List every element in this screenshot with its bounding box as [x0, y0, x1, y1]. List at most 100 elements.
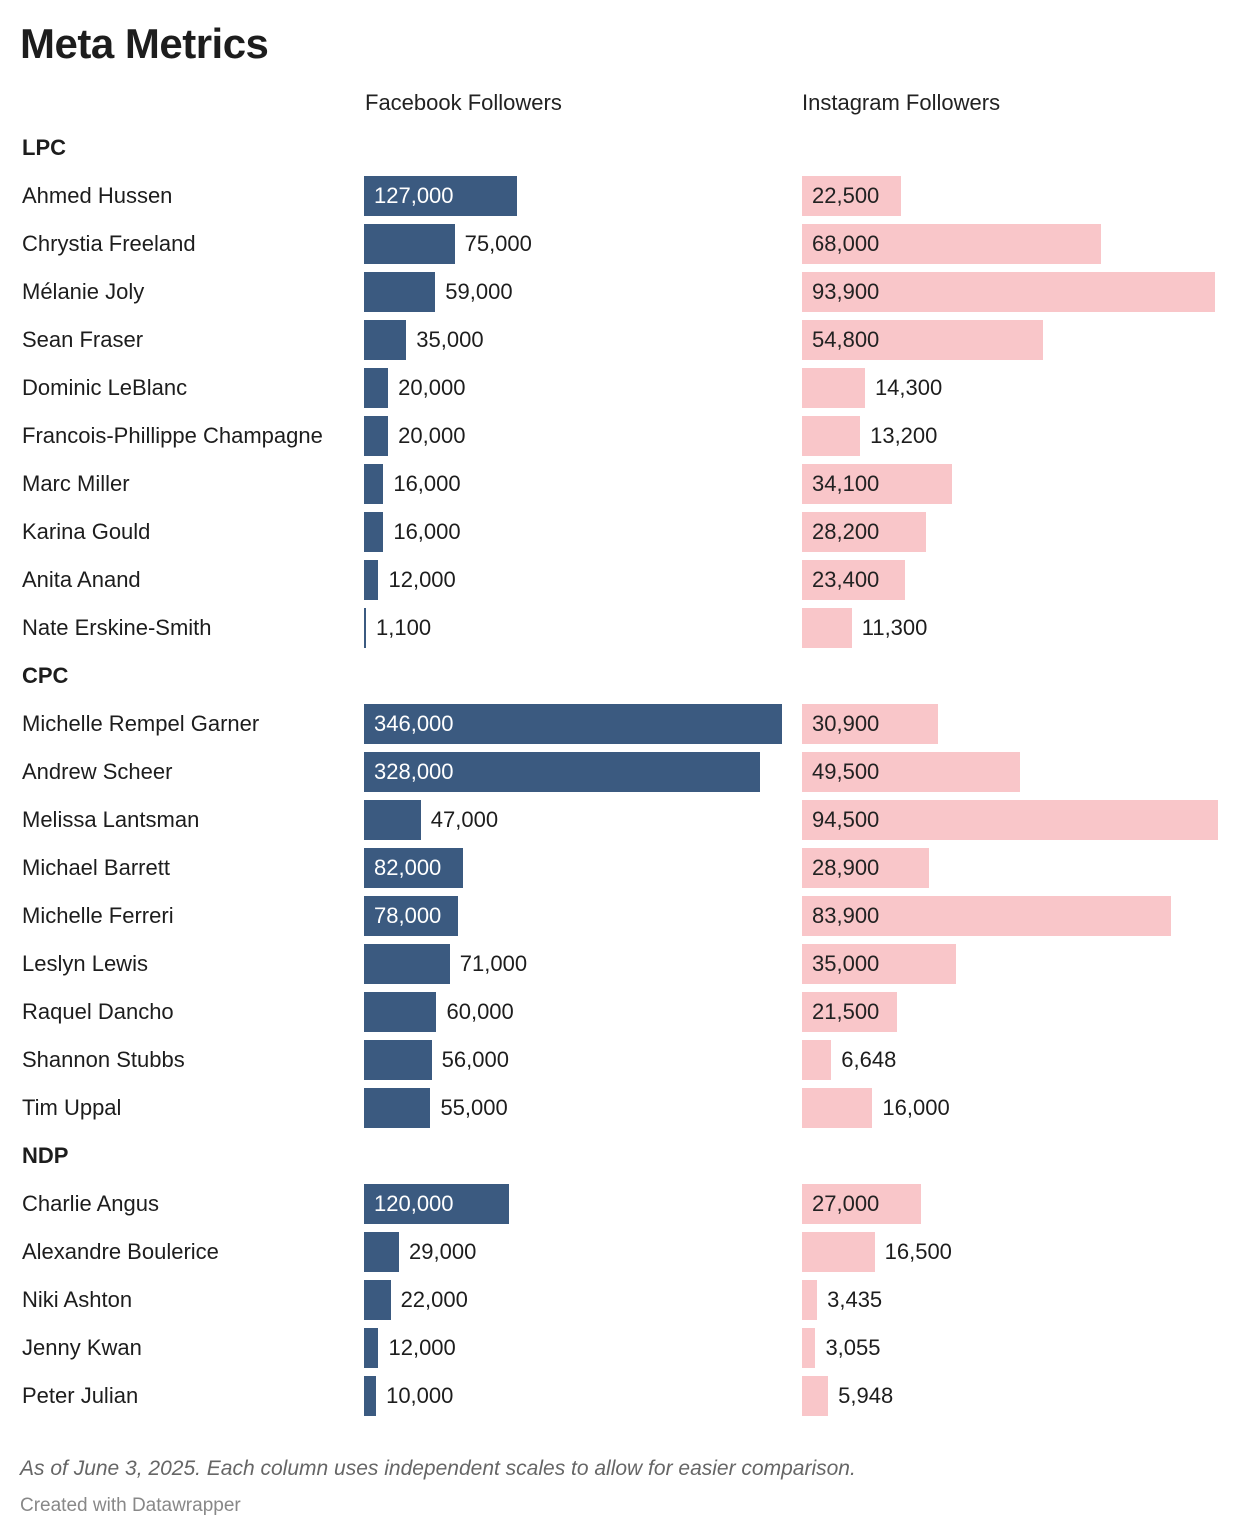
facebook-value-label: 47,000 — [430, 807, 499, 832]
facebook-value-label: 71,000 — [459, 951, 528, 976]
instagram-bar — [802, 992, 897, 1032]
column-header-facebook: Facebook Followers — [365, 90, 562, 115]
instagram-bar — [802, 704, 939, 744]
instagram-value-label: 23,400 — [812, 567, 880, 592]
instagram-bar — [802, 752, 1020, 792]
facebook-bar — [364, 1184, 509, 1224]
instagram-bar — [802, 320, 1044, 360]
facebook-bar — [364, 896, 459, 936]
row-label: Sean Fraser — [22, 327, 144, 352]
instagram-value-label: 68,000 — [812, 231, 880, 256]
facebook-value-label: 22,000 — [400, 1287, 468, 1312]
instagram-bar — [802, 512, 927, 552]
facebook-value-label: 75,000 — [464, 231, 532, 256]
instagram-value-label: 83,900 — [812, 903, 880, 928]
instagram-value-label: 35,000 — [812, 951, 880, 976]
instagram-bar — [802, 944, 957, 984]
facebook-value-label: 78,000 — [374, 903, 442, 928]
row-label: Charlie Angus — [22, 1191, 159, 1216]
facebook-value-label: 16,000 — [393, 519, 461, 544]
facebook-value-label: 29,000 — [409, 1239, 477, 1264]
instagram-bar — [802, 1088, 873, 1128]
instagram-bar — [802, 896, 1172, 936]
instagram-value-label: 34,100 — [812, 471, 880, 496]
instagram-bar — [802, 224, 1102, 264]
instagram-value-label: 14,300 — [874, 375, 943, 400]
instagram-bar — [802, 464, 953, 504]
facebook-bar — [364, 1376, 377, 1416]
facebook-bar — [364, 368, 389, 408]
instagram-value-label: 5,948 — [838, 1383, 894, 1408]
row-label: Jenny Kwan — [22, 1335, 142, 1360]
instagram-bar — [802, 272, 1216, 312]
facebook-bar — [364, 800, 421, 840]
facebook-value-label: 328,000 — [374, 759, 454, 784]
instagram-value-label: 30,900 — [812, 711, 880, 736]
facebook-bar — [364, 1040, 432, 1080]
instagram-bar — [802, 800, 1218, 840]
facebook-value-label: 12,000 — [388, 567, 456, 592]
facebook-bar — [364, 752, 761, 792]
instagram-value-label: 22,500 — [812, 183, 880, 208]
facebook-value-label: 82,000 — [374, 855, 442, 880]
instagram-bar — [802, 848, 930, 888]
facebook-value-label: 1,100 — [376, 615, 432, 640]
facebook-value-label: 12,000 — [388, 1335, 456, 1360]
facebook-bar — [364, 944, 450, 984]
facebook-value-label: 35,000 — [416, 327, 484, 352]
facebook-bar — [364, 608, 366, 648]
instagram-bar — [802, 1376, 829, 1416]
facebook-bar — [364, 176, 518, 216]
instagram-value-label: 6,648 — [841, 1047, 897, 1072]
facebook-value-label: 20,000 — [398, 375, 466, 400]
facebook-value-label: 127,000 — [374, 183, 454, 208]
facebook-bar — [364, 1328, 379, 1368]
facebook-value-label: 20,000 — [398, 423, 466, 448]
instagram-bar — [802, 608, 852, 648]
facebook-bar — [364, 416, 389, 456]
facebook-bar — [364, 848, 464, 888]
facebook-bar — [364, 704, 782, 744]
row-label: Niki Ashton — [22, 1287, 133, 1312]
instagram-bar — [802, 368, 865, 408]
facebook-value-label: 59,000 — [445, 279, 513, 304]
instagram-bar — [802, 1040, 832, 1080]
row-label: Michael Barrett — [22, 855, 170, 880]
instagram-value-label: 94,500 — [812, 807, 880, 832]
instagram-value-label: 93,900 — [812, 279, 880, 304]
facebook-bar — [364, 1088, 431, 1128]
facebook-bar — [364, 1280, 391, 1320]
facebook-bar — [364, 1232, 400, 1272]
row-label: Ahmed Hussen — [22, 183, 173, 208]
facebook-value-label: 120,000 — [374, 1191, 454, 1216]
row-label: Alexandre Boulerice — [22, 1239, 219, 1264]
instagram-value-label: 11,300 — [861, 615, 928, 640]
instagram-value-label: 28,900 — [812, 855, 880, 880]
instagram-bar — [802, 1232, 875, 1272]
row-label: Anita Anand — [22, 567, 141, 592]
row-label: Michelle Rempel Garner — [22, 711, 260, 736]
facebook-value-label: 55,000 — [440, 1095, 508, 1120]
facebook-value-label: 56,000 — [441, 1047, 509, 1072]
instagram-value-label: 3,435 — [827, 1287, 883, 1312]
facebook-value-label: 346,000 — [374, 711, 454, 736]
instagram-bar — [802, 176, 902, 216]
facebook-bar — [364, 512, 384, 552]
column-header-instagram: Instagram Followers — [802, 90, 1001, 115]
row-label: Shannon Stubbs — [22, 1047, 185, 1072]
instagram-value-label: 27,000 — [812, 1191, 880, 1216]
chart-credit: Created with Datawrapper — [20, 1495, 241, 1516]
row-label: Nate Erskine-Smith — [22, 615, 212, 640]
instagram-value-label: 16,500 — [884, 1239, 952, 1264]
group-header-cpc: CPC — [22, 663, 69, 688]
row-label: Michelle Ferreri — [22, 903, 174, 928]
facebook-bar — [364, 320, 407, 360]
row-label: Leslyn Lewis — [22, 951, 148, 976]
instagram-value-label: 21,500 — [812, 999, 880, 1024]
instagram-bar — [802, 1184, 921, 1224]
row-label: Tim Uppal — [22, 1095, 122, 1120]
instagram-value-label: 49,500 — [812, 759, 880, 784]
group-header-ndp: NDP — [22, 1143, 69, 1168]
row-label: Karina Gould — [22, 519, 151, 544]
facebook-value-label: 60,000 — [446, 999, 514, 1024]
